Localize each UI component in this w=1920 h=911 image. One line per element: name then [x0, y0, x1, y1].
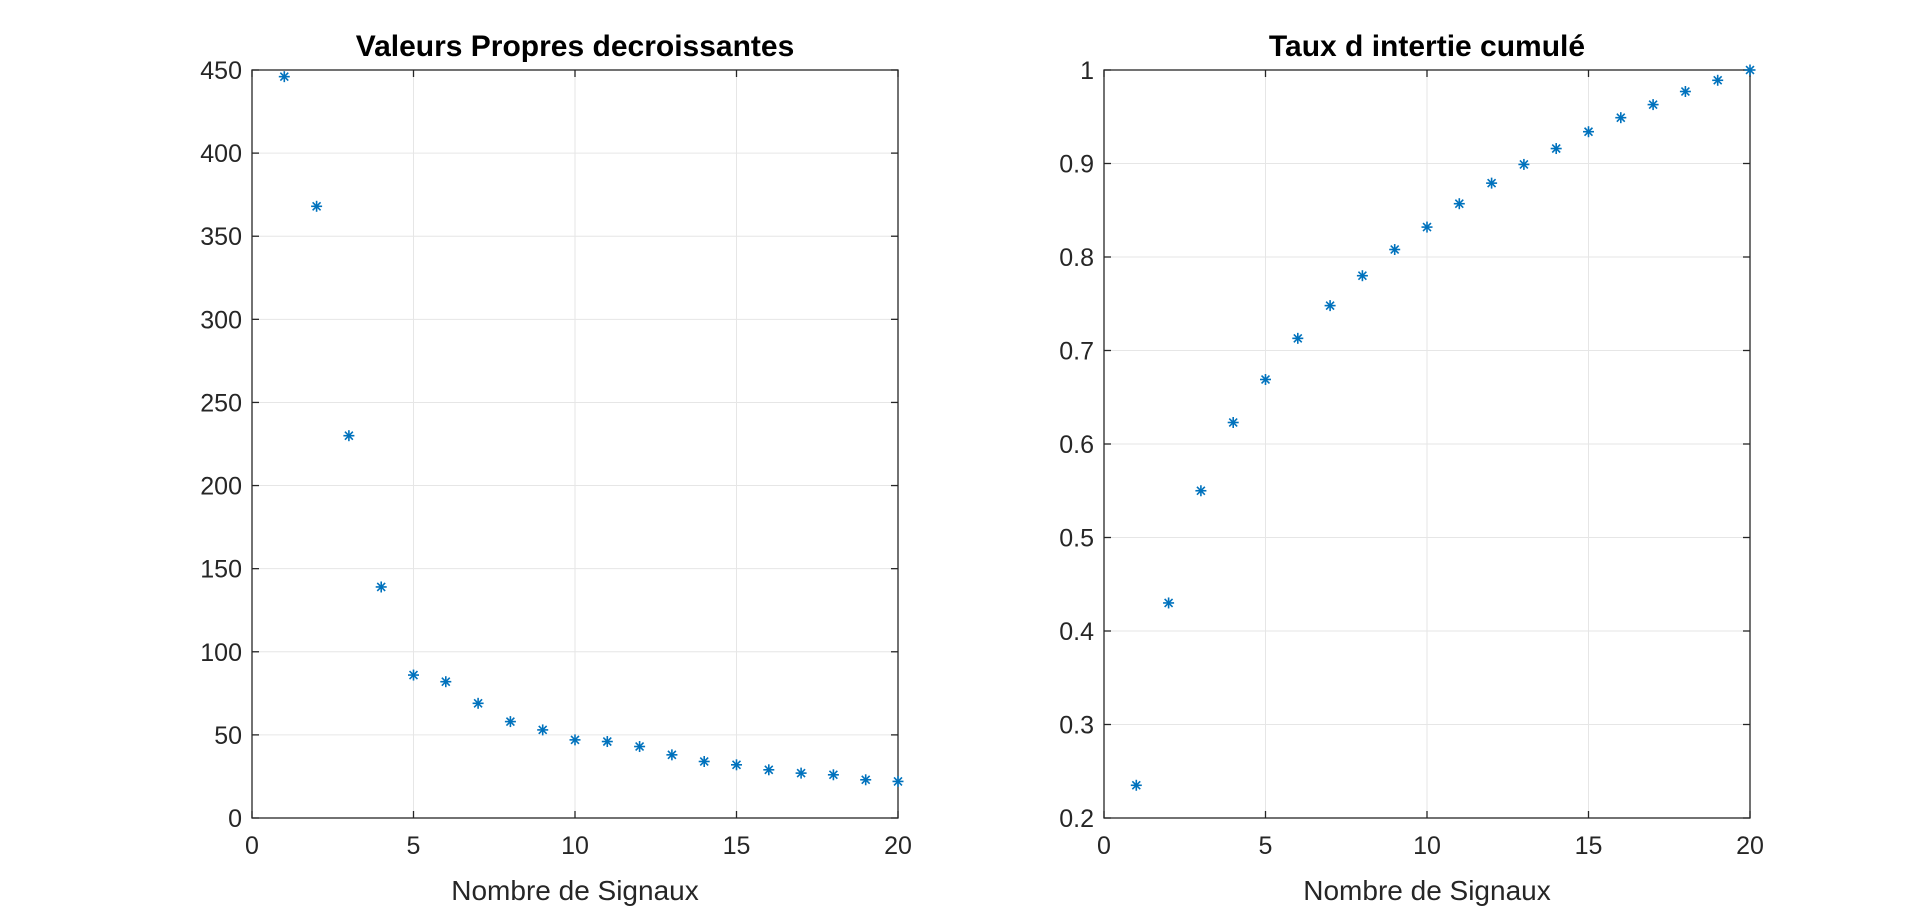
y-tick-label: 450 — [200, 57, 242, 85]
x-axis-label: Nombre de Signaux — [451, 875, 698, 906]
x-tick-label: 0 — [245, 832, 259, 860]
data-point — [1260, 373, 1271, 385]
data-point — [1389, 244, 1401, 256]
y-tick-label: 350 — [200, 223, 242, 251]
y-tick-label: 400 — [200, 140, 242, 168]
ticks: 0 5 10 15 20 0.2 0.3 0.4 0.5 0.6 0.7 0.8 0.9 1 — [1059, 57, 1764, 860]
y-tick-label: 0.8 — [1059, 244, 1094, 272]
data-point — [440, 676, 452, 688]
data-point — [504, 716, 516, 728]
x-tick-label: 15 — [723, 832, 751, 860]
y-tick-label: 0.7 — [1059, 338, 1094, 366]
data-point — [472, 697, 484, 709]
data-point — [1486, 177, 1498, 189]
data-point — [278, 71, 290, 83]
data-point — [1583, 126, 1594, 138]
data-point — [1647, 99, 1659, 111]
data-point — [634, 741, 646, 753]
x-tick-label: 20 — [1736, 832, 1764, 860]
x-tick-label: 5 — [407, 832, 421, 860]
x-axis-label: Nombre de Signaux — [1303, 875, 1550, 906]
data-point — [311, 200, 323, 212]
y-tick-label: 0.2 — [1059, 805, 1094, 833]
y-tick-label: 0.5 — [1059, 525, 1094, 553]
data-point — [860, 774, 872, 786]
data-point — [569, 734, 581, 746]
data-points — [1130, 64, 1756, 791]
data-point — [1453, 198, 1465, 210]
data-point — [827, 769, 839, 781]
data-point — [601, 736, 613, 748]
y-tick-label: 300 — [200, 306, 242, 334]
data-point — [731, 759, 742, 771]
y-tick-label: 1 — [1080, 57, 1094, 85]
data-points — [278, 71, 904, 787]
chart-title: Valeurs Propres decroissantes — [356, 30, 795, 63]
x-tick-label: 5 — [1259, 832, 1273, 860]
data-point — [698, 755, 710, 767]
data-point — [1324, 300, 1336, 312]
data-point — [666, 749, 678, 761]
y-tick-label: 0.3 — [1059, 712, 1094, 740]
x-tick-label: 20 — [884, 832, 912, 860]
data-point — [1356, 270, 1368, 282]
data-point — [1550, 143, 1562, 155]
data-point — [1130, 779, 1142, 791]
data-point — [1679, 86, 1691, 98]
data-point — [795, 767, 807, 779]
y-tick-label: 100 — [200, 639, 242, 667]
data-point — [1744, 64, 1756, 76]
y-tick-label: 0.9 — [1059, 151, 1094, 179]
y-tick-label: 0.6 — [1059, 431, 1094, 459]
data-point — [375, 581, 387, 593]
data-point — [1712, 74, 1724, 86]
chart-title: Taux d intertie cumulé — [1269, 30, 1585, 63]
data-point — [1163, 597, 1175, 609]
y-tick-label: 0.4 — [1059, 618, 1094, 646]
y-tick-label: 150 — [200, 556, 242, 584]
x-tick-label: 10 — [1413, 832, 1441, 860]
y-tick-label: 200 — [200, 473, 242, 501]
y-tick-label: 250 — [200, 389, 242, 417]
y-tick-label: 0 — [228, 805, 242, 833]
grid-lines — [1104, 70, 1750, 818]
data-point — [1615, 112, 1627, 124]
data-point — [1421, 221, 1433, 233]
y-tick-label: 50 — [214, 722, 242, 750]
data-point — [763, 764, 775, 776]
chart-cumulative-inertia: 0 5 10 15 20 0.2 0.3 0.4 0.5 0.6 0.7 0.8 0.9 1 Taux d… — [1059, 30, 1764, 906]
data-point — [1227, 416, 1239, 428]
x-tick-label: 0 — [1097, 832, 1111, 860]
data-point — [1195, 485, 1207, 497]
x-tick-label: 10 — [561, 832, 589, 860]
data-point — [1518, 158, 1530, 170]
data-point — [537, 724, 549, 736]
data-point — [892, 775, 904, 787]
data-point — [343, 430, 355, 442]
grid-lines — [252, 70, 898, 818]
x-tick-label: 15 — [1575, 832, 1603, 860]
data-point — [408, 669, 419, 681]
data-point — [1292, 332, 1304, 344]
